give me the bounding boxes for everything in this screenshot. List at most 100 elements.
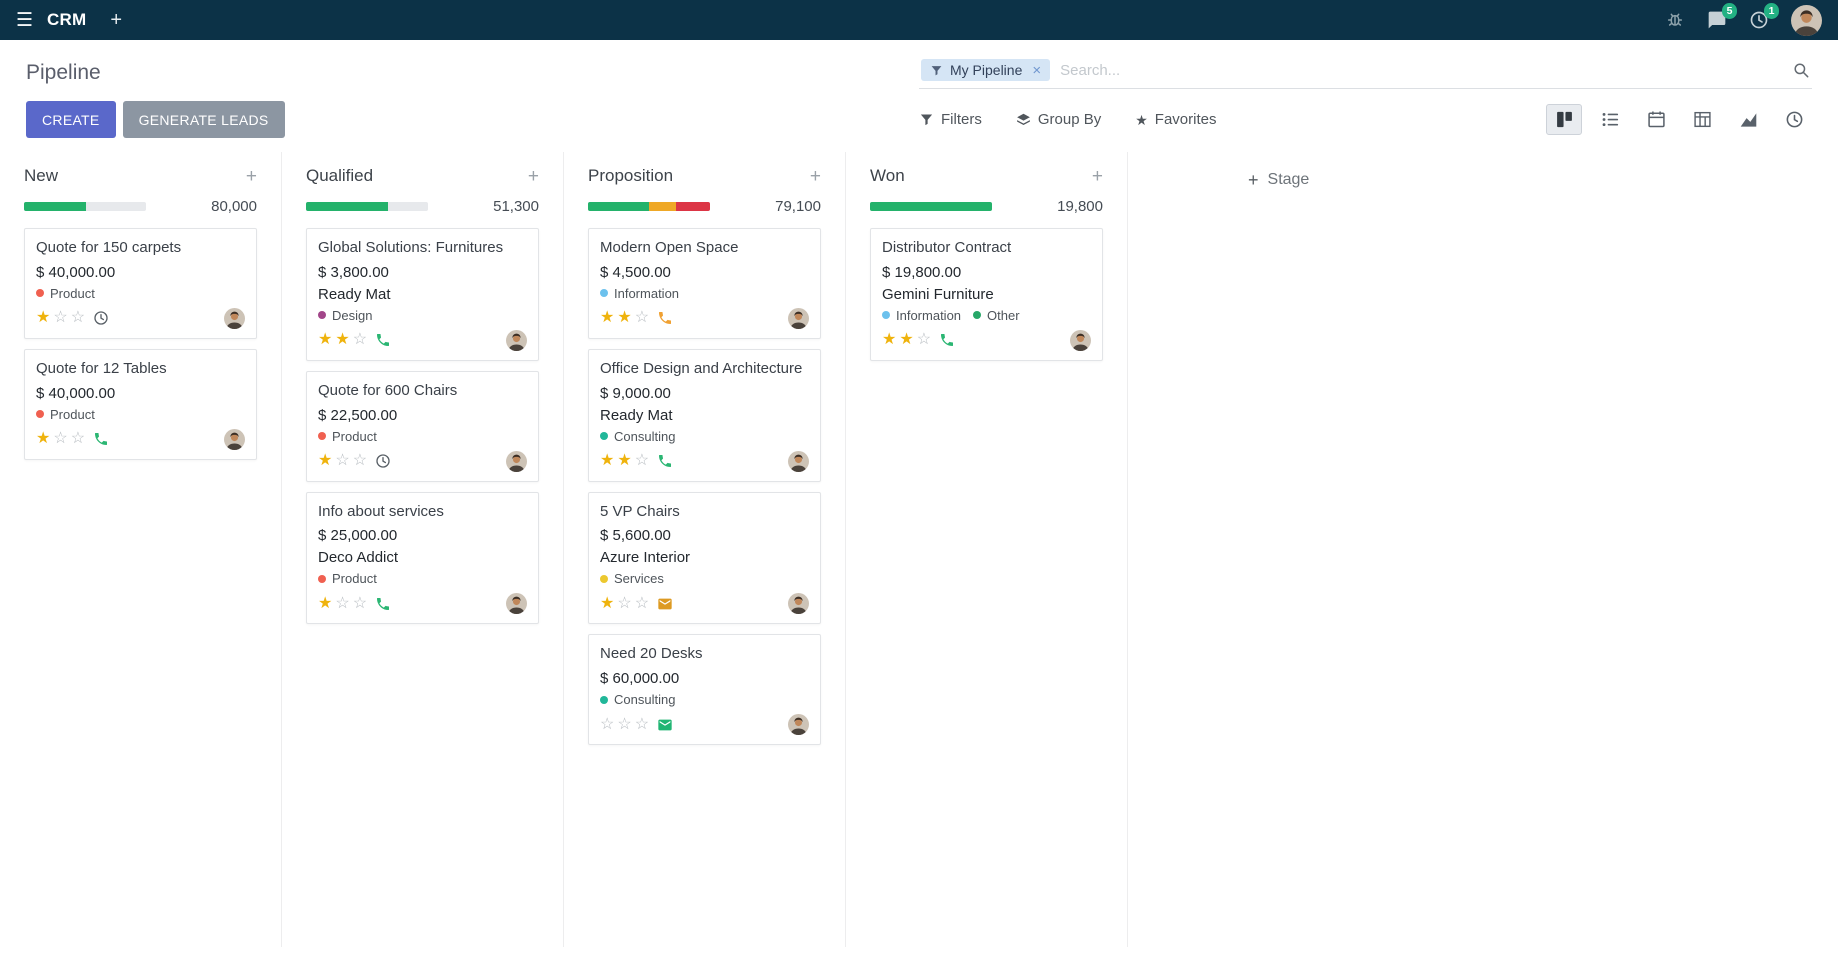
priority-star[interactable]: ☆	[634, 309, 650, 327]
priority-star[interactable]: ☆	[600, 715, 615, 733]
topbar-plus-button[interactable]: +	[110, 9, 123, 31]
priority-star[interactable]: ☆	[70, 309, 86, 327]
priority-star[interactable]: ☆	[916, 331, 932, 349]
card-activity-icon[interactable]	[93, 431, 109, 447]
salesperson-avatar[interactable]	[788, 593, 809, 615]
opportunity-card[interactable]: Need 20 Desks $ 60,000.00 Consulting ☆ ☆ ☆	[588, 634, 821, 745]
favorites-button[interactable]: ★ Favorites	[1135, 111, 1216, 128]
apps-menu-icon[interactable]: ☰	[16, 9, 34, 31]
priority-star[interactable]: ☆	[53, 430, 68, 447]
priority-star[interactable]: ★	[335, 331, 350, 349]
opportunity-card[interactable]: Global Solutions: Furnitures $ 3,800.00 …	[306, 228, 539, 361]
column-quick-create-button[interactable]: +	[527, 165, 539, 187]
progress-segment[interactable]	[24, 202, 87, 211]
facet-remove-icon[interactable]: ×	[1032, 61, 1042, 79]
card-activity-icon[interactable]	[93, 310, 109, 326]
priority-star[interactable]: ★	[899, 331, 914, 349]
salesperson-avatar[interactable]	[788, 307, 809, 329]
column-progressbar[interactable]	[306, 202, 428, 211]
priority-star[interactable]: ☆	[634, 594, 650, 612]
card-amount: $ 25,000.00	[318, 527, 398, 545]
kanban-column: Qualified + 51,300 Global Solutions: Fur…	[282, 152, 564, 947]
salesperson-avatar[interactable]	[788, 714, 809, 735]
progress-segment[interactable]	[588, 202, 649, 211]
opportunity-card[interactable]: 5 VP Chairs $ 5,600.00 Azure Interior Se…	[588, 491, 821, 625]
priority-star[interactable]: ★	[600, 452, 615, 469]
filters-button[interactable]: Filters	[919, 111, 982, 128]
generate-leads-button[interactable]: GENERATE LEADS	[122, 101, 285, 138]
progress-segment[interactable]	[306, 202, 388, 211]
card-activity-icon[interactable]	[657, 717, 673, 733]
column-progressbar[interactable]	[588, 202, 710, 211]
priority-star[interactable]: ★	[36, 430, 51, 447]
priority-star[interactable]: ☆	[617, 594, 632, 612]
opportunity-card[interactable]: Info about services $ 25,000.00 Deco Add…	[306, 491, 539, 625]
opportunity-card[interactable]: Quote for 600 Chairs $ 22,500.00 Product…	[306, 370, 539, 482]
priority-star[interactable]: ☆	[53, 309, 68, 327]
priority-star[interactable]: ★	[882, 331, 897, 349]
priority-star[interactable]: ★	[318, 331, 333, 349]
graph-view-button[interactable]	[1730, 104, 1766, 135]
priority-star[interactable]: ★	[36, 309, 51, 327]
salesperson-avatar[interactable]	[506, 593, 527, 615]
card-activity-icon[interactable]	[657, 310, 673, 326]
opportunity-card[interactable]: Quote for 12 Tables $ 40,000.00 Product …	[24, 348, 257, 460]
priority-star[interactable]: ☆	[617, 715, 632, 733]
messages-button[interactable]: 5	[1707, 3, 1737, 30]
salesperson-avatar[interactable]	[788, 450, 809, 472]
column-progressbar[interactable]	[870, 202, 992, 211]
add-stage-button[interactable]: + Stage	[1248, 168, 1309, 192]
group-by-button[interactable]: Group By	[1016, 111, 1101, 128]
priority-star[interactable]: ☆	[70, 430, 86, 447]
priority-star[interactable]: ★	[600, 594, 615, 612]
priority-star[interactable]: ☆	[634, 715, 650, 733]
pivot-view-button[interactable]	[1684, 104, 1720, 135]
column-quick-create-button[interactable]: +	[809, 165, 821, 187]
search-facet[interactable]: My Pipeline ×	[921, 59, 1051, 81]
card-activity-icon[interactable]	[375, 596, 391, 612]
priority-star[interactable]: ★	[617, 309, 632, 327]
search-bar[interactable]: My Pipeline ×	[919, 56, 1812, 89]
column-quick-create-button[interactable]: +	[1091, 165, 1103, 187]
create-button[interactable]: CREATE	[26, 101, 116, 138]
card-activity-icon[interactable]	[657, 596, 673, 612]
opportunity-card[interactable]: Office Design and Architecture $ 9,000.0…	[588, 348, 821, 482]
priority-star[interactable]: ★	[318, 594, 333, 612]
activities-button[interactable]: 1	[1749, 3, 1779, 30]
salesperson-avatar[interactable]	[224, 428, 245, 450]
opportunity-card[interactable]: Distributor Contract $ 19,800.00 Gemini …	[870, 228, 1103, 361]
card-activity-icon[interactable]	[375, 453, 391, 469]
app-name[interactable]: CRM	[47, 10, 87, 29]
card-activity-icon[interactable]	[657, 453, 673, 469]
priority-star[interactable]: ☆	[352, 594, 368, 612]
priority-star[interactable]: ☆	[634, 452, 650, 469]
debug-icon[interactable]	[1665, 10, 1685, 30]
priority-star[interactable]: ★	[600, 309, 615, 327]
priority-star[interactable]: ☆	[335, 452, 350, 469]
search-icon[interactable]	[1792, 61, 1810, 79]
card-activity-icon[interactable]	[375, 332, 391, 348]
calendar-view-button[interactable]	[1638, 104, 1674, 135]
opportunity-card[interactable]: Quote for 150 carpets $ 40,000.00 Produc…	[24, 228, 257, 339]
priority-star[interactable]: ★	[318, 452, 333, 469]
column-quick-create-button[interactable]: +	[245, 165, 257, 187]
priority-star[interactable]: ☆	[352, 452, 368, 469]
salesperson-avatar[interactable]	[224, 307, 245, 329]
search-input[interactable]	[1050, 61, 1792, 79]
progress-segment[interactable]	[870, 202, 992, 211]
priority-star[interactable]: ☆	[352, 331, 368, 349]
activity-view-button[interactable]	[1776, 104, 1812, 135]
kanban-view-button[interactable]	[1546, 104, 1582, 135]
user-avatar[interactable]	[1791, 4, 1822, 36]
salesperson-avatar[interactable]	[506, 329, 527, 351]
progress-segment[interactable]	[675, 202, 710, 211]
opportunity-card[interactable]: Modern Open Space $ 4,500.00 Information…	[588, 228, 821, 339]
column-progressbar[interactable]	[24, 202, 146, 211]
progress-segment[interactable]	[649, 202, 676, 211]
salesperson-avatar[interactable]	[1070, 329, 1091, 351]
priority-star[interactable]: ★	[617, 452, 632, 469]
priority-star[interactable]: ☆	[335, 594, 350, 612]
salesperson-avatar[interactable]	[506, 450, 527, 472]
list-view-button[interactable]	[1592, 104, 1628, 135]
card-activity-icon[interactable]	[939, 332, 955, 348]
